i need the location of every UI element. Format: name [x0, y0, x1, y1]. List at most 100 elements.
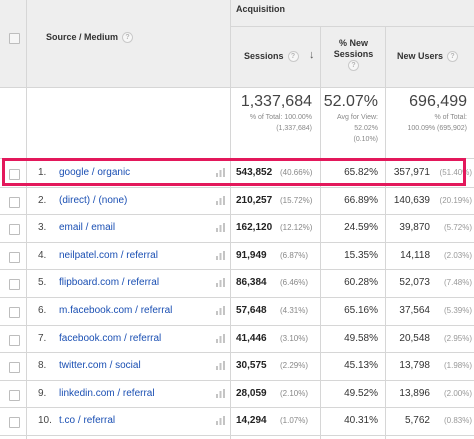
source-medium-link[interactable]: google / organic: [59, 167, 131, 178]
row-divider: [0, 214, 474, 215]
row-checkbox[interactable]: [9, 417, 20, 428]
grid-divider: [320, 27, 321, 439]
sessions-value: 86,384: [236, 277, 267, 288]
bar-chart-icon[interactable]: [216, 251, 225, 262]
total-pct-new-subtext: Avg for View: 52.02% (0.10%): [322, 112, 378, 145]
new-users-value: 13,896: [399, 388, 430, 399]
pct-new-sessions-value: 40.31%: [344, 415, 378, 426]
bar-chart-icon[interactable]: [216, 416, 225, 427]
source-medium-link[interactable]: flipboard.com / referral: [59, 277, 160, 288]
bar-chart-icon[interactable]: [216, 278, 225, 289]
row-checkbox[interactable]: [9, 197, 20, 208]
table-row: 7. facebook.com / referral 41,446 (3.10%) 49…: [0, 326, 474, 353]
new-users-percent: (5.39%): [443, 306, 472, 315]
bar-chart-icon[interactable]: [216, 223, 225, 234]
bar-chart-icon[interactable]: [216, 361, 225, 372]
sessions-percent: (1.07%): [280, 416, 309, 425]
grid-divider: [0, 87, 474, 88]
pct-new-sessions-header[interactable]: % New Sessions ?: [322, 38, 385, 72]
help-icon[interactable]: ?: [348, 60, 359, 72]
grid-divider: [26, 0, 27, 439]
source-medium-link[interactable]: (direct) / (none): [59, 195, 128, 206]
pct-new-sessions-value: 65.16%: [344, 305, 378, 316]
row-checkbox[interactable]: [9, 252, 20, 263]
table-header-band: [0, 0, 474, 87]
bar-chart-icon[interactable]: [216, 196, 225, 207]
row-checkbox[interactable]: [9, 224, 20, 235]
row-checkbox[interactable]: [9, 169, 20, 180]
pct-new-sessions-value: 49.52%: [344, 388, 378, 399]
source-medium-header[interactable]: Source / Medium?: [46, 32, 134, 44]
row-number: 2.: [38, 195, 47, 206]
total-new-users-subtext-line: % of Total:: [434, 114, 467, 121]
bar-chart-icon-graphic: [216, 334, 225, 343]
source-medium-link[interactable]: email / email: [59, 222, 116, 233]
help-icon[interactable]: ?: [287, 51, 299, 63]
bar-chart-icon[interactable]: [216, 334, 225, 345]
sessions-percent: (40.66%): [280, 168, 313, 177]
select-all-checkbox[interactable]: [9, 33, 20, 44]
sessions-value: 28,059: [236, 388, 267, 399]
bar-chart-icon[interactable]: [216, 306, 225, 317]
bar-chart-icon[interactable]: [216, 389, 225, 400]
row-divider: [0, 407, 474, 408]
total-pct-new-value: 52.07%: [323, 93, 378, 110]
source-medium-link[interactable]: linkedin.com / referral: [59, 388, 155, 399]
row-checkbox[interactable]: [9, 390, 20, 401]
total-new-users-subtext-line: 100.09% (695,902): [407, 125, 467, 132]
total-sessions-subtext-line: % of Total: 100.00%: [249, 114, 312, 121]
table-row: 9. linkedin.com / referral 28,059 (2.10%) 49…: [0, 381, 474, 408]
new-users-header[interactable]: New Users?: [397, 51, 459, 63]
new-users-percent: (5.72%): [443, 223, 472, 232]
total-sessions-subtext-line: (1,337,684): [276, 125, 312, 132]
sessions-header[interactable]: Sessions?: [244, 51, 299, 63]
source-medium-link[interactable]: twitter.com / social: [59, 360, 141, 371]
bar-chart-icon-graphic: [216, 306, 225, 315]
new-users-value: 52,073: [399, 277, 430, 288]
new-users-value: 20,548: [399, 333, 430, 344]
row-checkbox[interactable]: [9, 279, 20, 290]
row-number: 8.: [38, 360, 47, 371]
row-checkbox[interactable]: [9, 307, 20, 318]
sessions-percent: (6.87%): [280, 251, 309, 260]
sessions-percent: (3.10%): [280, 334, 309, 343]
row-number: 9.: [38, 388, 47, 399]
row-number: 4.: [38, 250, 47, 261]
row-checkbox[interactable]: [9, 335, 20, 346]
source-medium-link[interactable]: t.co / referral: [59, 415, 116, 426]
bar-chart-icon-graphic: [216, 223, 225, 232]
new-users-header-label: New Users: [397, 51, 444, 61]
row-divider: [0, 297, 474, 298]
bar-chart-icon[interactable]: [216, 168, 225, 179]
table-row: 2. (direct) / (none) 210,257 (15.72%) 66.89%…: [0, 188, 474, 215]
new-users-value: 5,762: [404, 415, 430, 426]
source-medium-link[interactable]: facebook.com / referral: [59, 333, 162, 344]
pct-new-sessions-value: 65.82%: [344, 167, 378, 178]
new-users-percent: (2.03%): [443, 251, 472, 260]
new-users-percent: (7.48%): [443, 278, 472, 287]
sessions-header-label: Sessions: [244, 51, 284, 61]
help-icon[interactable]: ?: [122, 32, 134, 44]
bar-chart-icon-graphic: [216, 416, 225, 425]
row-number: 1.: [38, 167, 47, 178]
source-medium-link[interactable]: m.facebook.com / referral: [59, 305, 173, 316]
new-users-percent: (0.83%): [443, 416, 472, 425]
row-checkbox[interactable]: [9, 362, 20, 373]
row-divider: [0, 325, 474, 326]
table-row: 6. m.facebook.com / referral 57,648 (4.31%)…: [0, 298, 474, 325]
table-row: 5. flipboard.com / referral 86,384 (6.46%) 6…: [0, 270, 474, 297]
new-users-percent: (1.98%): [443, 361, 472, 370]
source-medium-link[interactable]: neilpatel.com / referral: [59, 250, 158, 261]
pct-new-sessions-value: 49.58%: [344, 333, 378, 344]
sessions-value: 162,120: [236, 222, 273, 233]
sort-desc-arrow-icon[interactable]: ↓: [309, 49, 315, 61]
row-number: 10.: [38, 415, 52, 426]
help-icon[interactable]: ?: [447, 51, 459, 63]
sessions-percent: (2.10%): [280, 389, 309, 398]
total-pct-new-subtext-line: (0.10%): [353, 136, 378, 143]
total-new-users-value: 696,499: [409, 93, 467, 110]
pct-new-sessions-value: 45.13%: [344, 360, 378, 371]
sessions-value: 30,575: [236, 360, 267, 371]
total-sessions-value: 1,337,684: [240, 93, 312, 110]
table-row: 10. t.co / referral 14,294 (1.07%) 40.31% 5,7…: [0, 408, 474, 435]
